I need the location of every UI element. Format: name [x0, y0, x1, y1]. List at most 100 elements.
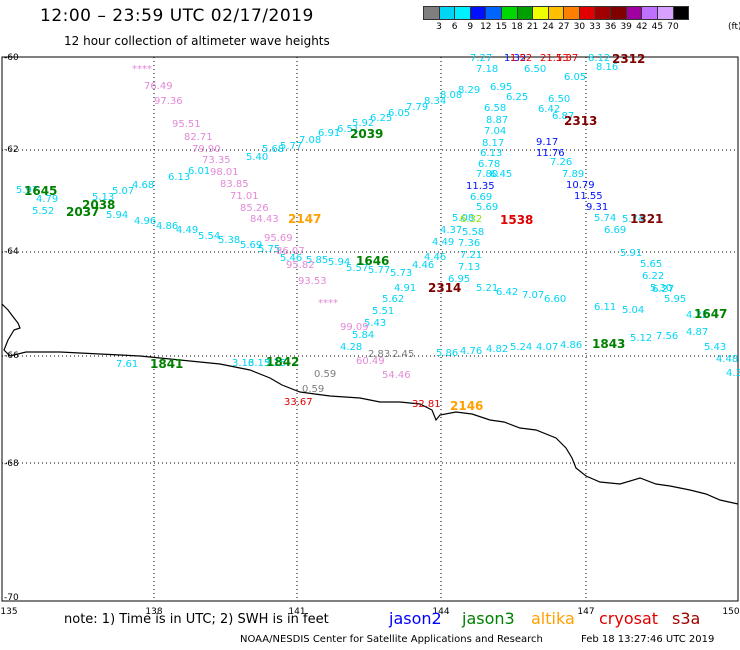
wave-height-label: 95.51 — [172, 119, 201, 130]
wave-height-label: 9.17 — [536, 137, 558, 148]
satellite-legend-s3a: s3a — [672, 609, 701, 628]
wave-height-label: 8.12 — [588, 53, 610, 64]
wave-height-label: 5.77 — [368, 265, 390, 276]
colorbar-tick-label: 24 — [542, 22, 554, 32]
wave-height-label: 8.34 — [424, 96, 446, 107]
wave-height-label: 0.59 — [302, 384, 324, 395]
wave-height-label: 5.54 — [198, 231, 220, 242]
wave-height-label: 6.22 — [642, 271, 664, 282]
wave-height-label: 11.76 — [536, 148, 565, 159]
wave-height-label: 4.82 — [486, 344, 508, 355]
wave-height-label: 1.37 — [556, 53, 578, 64]
wave-height-label: 4.48 — [716, 354, 738, 365]
wave-height-label: 5.62 — [382, 294, 404, 305]
wave-height-label: 5.52 — [32, 206, 54, 217]
wave-height-label: 5.97 — [16, 185, 38, 196]
wave-height-label: 4.36 — [726, 368, 740, 379]
pass-time-label: 1842 — [266, 355, 299, 369]
x-tick-label: 135 — [0, 607, 17, 617]
colorbar-tick-label: 45 — [651, 22, 664, 32]
wave-height-label: 4.79 — [36, 194, 58, 205]
wave-height-label: 5.57 — [346, 263, 368, 274]
y-tick-label: -68 — [4, 459, 19, 469]
wave-height-label: 82.71 — [184, 132, 213, 143]
y-tick-label: -62 — [4, 145, 19, 155]
wave-height-label: 5.69 — [476, 202, 498, 213]
y-tick-label: -60 — [4, 53, 19, 63]
wave-height-label: 7.89 — [562, 169, 584, 180]
wave-height-label: 5.13 — [92, 192, 114, 203]
wave-height-label: 7.61 — [116, 359, 138, 370]
y-tick-label: -64 — [4, 247, 19, 257]
wave-height-label: 7.80 — [476, 169, 498, 180]
wave-height-label: 7.21 — [460, 250, 482, 261]
colorbar-tick-label: 15 — [495, 22, 508, 32]
wave-height-label: 6.78 — [478, 159, 500, 170]
wave-height-label: 4.87 — [686, 327, 708, 338]
wave-height-label: 6.45 — [490, 169, 512, 180]
wave-height-label: 1.32 — [504, 53, 526, 64]
wave-height-label: 6.42 — [496, 287, 518, 298]
wave-height-label: 5.94 — [328, 257, 350, 268]
wave-height-label: 6.13 — [168, 172, 190, 183]
wave-height-label: 6.87 — [552, 111, 574, 122]
wave-height-label: 6.51 — [337, 124, 359, 135]
wave-height-label: 5.40 — [246, 152, 268, 163]
colorbar-tick-label: 21 — [526, 22, 539, 32]
wave-height-label: 5.30 — [650, 283, 672, 294]
wave-height-label: 6.69 — [604, 225, 626, 236]
wave-height-label: 3.15 — [248, 358, 270, 369]
wave-height-label: 60.49 — [356, 356, 385, 367]
wave-height-label: 32.81 — [412, 399, 441, 410]
x-tick-label: 144 — [432, 607, 449, 617]
wave-height-label: 84.43 — [250, 214, 279, 225]
wave-height-label: 6.95 — [490, 82, 512, 93]
wave-height-label: 5.74 — [594, 213, 616, 224]
wave-height-label: 4.28 — [340, 342, 362, 353]
wave-height-label: 5.07 — [112, 186, 134, 197]
wave-height-label: 71.01 — [230, 191, 259, 202]
wave-height-label: 5.12 — [630, 333, 652, 344]
colorbar-cell — [672, 6, 690, 20]
pass-time-label: 1841 — [150, 357, 183, 371]
wave-height-label: 6.69 — [470, 192, 492, 203]
pass-time-label: 1843 — [592, 337, 625, 351]
wave-height-label: 8.16 — [596, 62, 618, 73]
wave-height-label: 5.65 — [640, 259, 662, 270]
wave-height-label: 7.04 — [484, 126, 506, 137]
wave-height-label: 5.86 — [436, 348, 458, 359]
wave-height-label: 4.86 — [560, 340, 582, 351]
colorbar-tick-label: 6 — [451, 22, 458, 32]
wave-height-label: 10.79 — [566, 180, 595, 191]
footer-credit: NOAA/NESDIS Center for Satellite Applica… — [240, 634, 543, 645]
wave-height-label: 5.91 — [620, 248, 642, 259]
wave-height-label: 8.17 — [482, 138, 504, 149]
colorbar-tick-label: 42 — [636, 22, 648, 32]
map-title: 12:00 – 23:59 UTC 02/17/2019 — [40, 6, 314, 26]
colorbar-tick-label: 3 — [436, 22, 442, 32]
y-tick-label: -70 — [4, 593, 19, 603]
wave-height-label: 4.49 — [176, 225, 198, 236]
colorbar-tick-label: 27 — [558, 22, 570, 32]
colorbar-tick-label: 33 — [589, 22, 601, 32]
wave-height-label: 93.53 — [298, 276, 327, 287]
satellite-legend-cryosat: cryosat — [599, 609, 659, 628]
wave-height-label: 4.49 — [432, 237, 454, 248]
colorbar-tick-label: 70 — [667, 22, 679, 32]
wave-height-label: 3.25 — [264, 358, 286, 369]
wave-height-label: 4.96 — [134, 216, 156, 227]
satellite-legend-jason2: jason2 — [389, 609, 442, 628]
wave-height-label: 6.05 — [564, 72, 586, 83]
wave-height-label: 76.49 — [144, 81, 173, 92]
pass-time-label: 1646 — [356, 254, 389, 268]
pass-time-label: 2037 — [66, 205, 99, 219]
wave-height-label: 11.55 — [574, 191, 603, 202]
x-tick-label: 141 — [288, 607, 305, 617]
colorbar-tick-label: 9 — [467, 22, 474, 32]
wave-height-label: 5.43 — [704, 342, 726, 353]
wave-height-label: 6.58 — [484, 103, 506, 114]
pass-time-label: 2146 — [450, 399, 483, 413]
coastline — [1, 303, 739, 505]
wave-height-label: 3.16 — [232, 358, 254, 369]
pass-time-label: 2039 — [350, 127, 383, 141]
